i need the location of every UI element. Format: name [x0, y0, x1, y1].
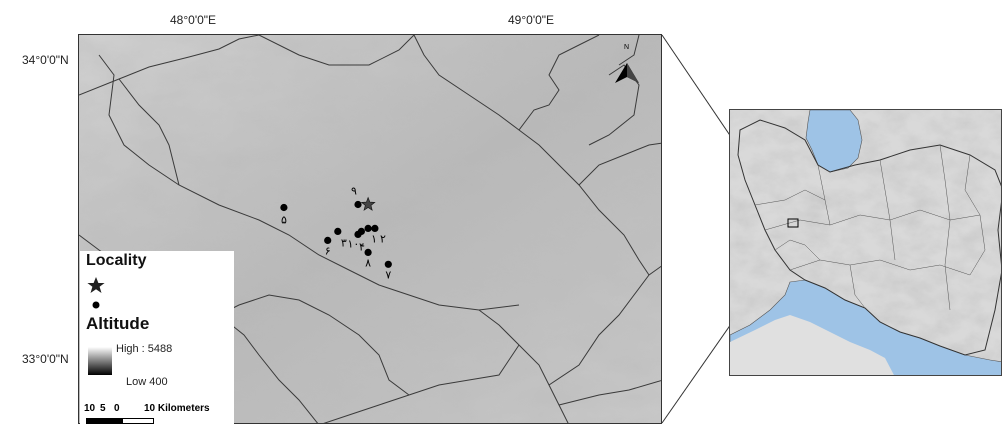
- locality-point-label-6: ۹: [351, 185, 357, 198]
- arabia-land: [730, 315, 894, 375]
- legend-symbols: [87, 277, 105, 309]
- locality-points: ۵ ۶۳ ۴۱۰ ۹ ۱ ۲۸ ۷: [280, 185, 392, 281]
- locality-point-label-1: ۵: [281, 214, 287, 227]
- latitude-label-33: 33°0'0"N: [22, 352, 69, 366]
- inset-map-svg: [730, 110, 1001, 375]
- main-map[interactable]: N ۵ ۶ ۳ ۴ ۱۰ ۹ ۱ ۲ ۸ ۷: [78, 34, 662, 424]
- scale-tick-10: 10: [84, 403, 96, 414]
- north-arrow-label: N: [624, 44, 629, 51]
- locality-point-7: [364, 224, 372, 232]
- legend-locality-title: Locality: [86, 252, 147, 269]
- north-arrow-icon: [615, 63, 639, 83]
- altitude-high-label: High : 5488: [116, 343, 173, 355]
- locality-star-icon: [360, 196, 376, 211]
- inset-map-iran[interactable]: [729, 109, 1002, 376]
- altitude-color-ramp: [88, 347, 112, 375]
- scale-tick-5: 5: [100, 403, 106, 414]
- locality-point-label-8: ۲: [380, 232, 386, 245]
- longitude-label-48: 48°0'0"E: [170, 13, 217, 27]
- locality-point-3: [334, 227, 342, 235]
- scale-tick-0: 0: [114, 403, 120, 414]
- latitude-label-34: 34°0'0"N: [22, 53, 69, 67]
- longitude-label-49: 49°0'0"E: [508, 13, 555, 27]
- locality-point-label-3: ۳: [341, 236, 347, 249]
- study-area-marker: [787, 218, 799, 228]
- locality-point-label-2: ۶: [325, 244, 331, 257]
- legend-altitude-title: Altitude: [86, 314, 150, 333]
- locality-point-label-4: ۴: [359, 240, 365, 253]
- altitude-low-label: Low 400: [126, 376, 168, 388]
- locality-point-1: [280, 203, 288, 212]
- locality-point-label-7: ۱: [371, 232, 377, 245]
- locality-point-5: [357, 227, 365, 235]
- locality-point-9: [364, 248, 372, 256]
- locality-point-label-5: ۱۰: [347, 237, 359, 250]
- map-legend: Locality Altitude High : 5488 Low 400 10…: [80, 251, 234, 424]
- province-boundaries: [754, 144, 986, 311]
- locality-point-label-9: ۸: [365, 256, 371, 269]
- locality-point-8: [371, 224, 379, 232]
- iran-border: [737, 119, 1001, 356]
- locality-point-label-10: ۷: [385, 268, 391, 281]
- dot-icon: [92, 301, 100, 309]
- main-map-svg: N ۵ ۶۳ ۴۱۰ ۹ ۱ ۲۸ ۷: [79, 35, 661, 423]
- locality-point-2: [324, 236, 332, 244]
- admin-boundaries: [79, 35, 661, 423]
- star-icon: [87, 277, 105, 293]
- locality-point-10: [384, 260, 392, 268]
- caspian-sea: [805, 110, 863, 173]
- locality-point-6: [354, 200, 362, 209]
- scale-end-label: 10 Kilometers: [144, 403, 210, 414]
